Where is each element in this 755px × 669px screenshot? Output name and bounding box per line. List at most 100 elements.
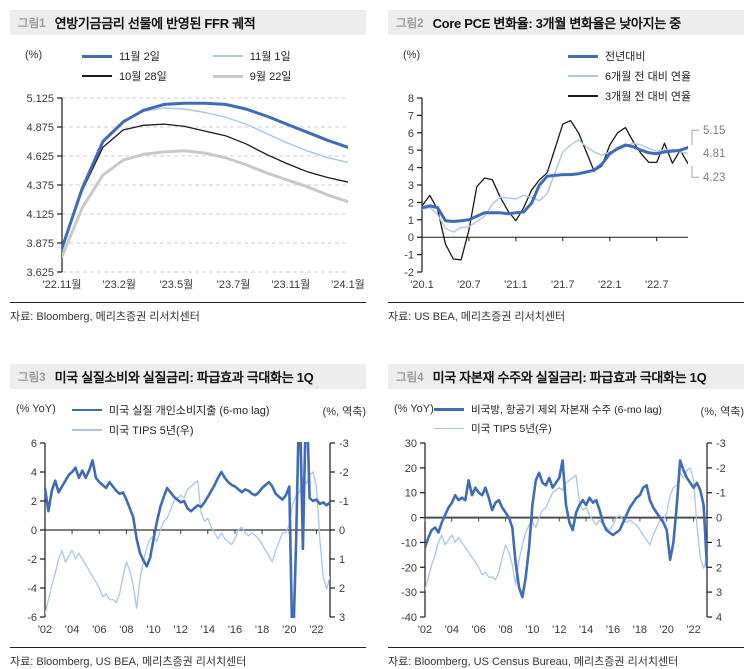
svg-text:'10: '10 xyxy=(525,624,539,636)
svg-text:6: 6 xyxy=(31,439,37,450)
legend-label: 9월 22일 xyxy=(249,71,292,83)
svg-text:4.875: 4.875 xyxy=(26,122,54,134)
svg-text:'10: '10 xyxy=(146,624,160,636)
source-note: 자료: Bloomberg, 메리츠증권 리서치센터 xyxy=(10,302,366,324)
legend-label: 미국 실질 개인소비지출 (6-mo lag) xyxy=(109,405,270,417)
svg-text:2: 2 xyxy=(408,197,414,209)
svg-text:20: 20 xyxy=(405,463,417,475)
svg-text:1: 1 xyxy=(339,554,345,566)
legend-label: 11월 1일 xyxy=(249,51,291,63)
svg-text:30: 30 xyxy=(405,439,417,450)
figure-2-title: Core PCE 변화율: 3개월 변화율은 낮아지는 중 xyxy=(432,16,682,31)
figure-1-legend-band: (%) 11월 2일 11월 1일 10월 28일 9월 22일 xyxy=(10,48,366,92)
line-swatch-oct28 xyxy=(82,75,112,77)
svg-text:'20: '20 xyxy=(660,624,674,636)
svg-text:'22.7: '22.7 xyxy=(645,279,669,291)
legend-label: 6개월 전 대비 연율 xyxy=(605,71,692,83)
figure-3-real-consumption: 그림3 미국 실질소비와 실질금리: 파급효과 극대화는 1Q (% YoY) … xyxy=(10,364,366,669)
figure-3-tag: 그림3 xyxy=(18,371,46,384)
svg-text:8: 8 xyxy=(408,93,414,105)
line-swatch-real-pce xyxy=(72,408,102,412)
svg-text:'23.2월: '23.2월 xyxy=(102,278,136,291)
svg-text:4.23: 4.23 xyxy=(703,172,725,184)
legend-item: 미국 실질 개인소비지출 (6-mo lag) xyxy=(72,402,270,418)
legend-label: 미국 TIPS 5년(우) xyxy=(471,423,552,435)
figure-2-legend-band: (%) 전년대비 6개월 전 대비 연율 3개월 전 대비 연율 xyxy=(388,48,744,103)
legend-item: 비국방, 항공기 제외 자본재 수주 (6-mo lag) xyxy=(434,402,662,417)
svg-text:'18: '18 xyxy=(255,624,269,636)
svg-text:'20: '20 xyxy=(282,624,296,636)
legend-label: 3개월 전 대비 연율 xyxy=(605,91,692,103)
svg-text:2: 2 xyxy=(339,583,345,595)
svg-text:4: 4 xyxy=(716,612,722,624)
svg-text:'04: '04 xyxy=(65,624,79,636)
svg-text:10: 10 xyxy=(405,488,417,500)
svg-text:-30: -30 xyxy=(401,587,417,599)
svg-text:'20.1: '20.1 xyxy=(410,279,434,291)
legend-label: 11월 2일 xyxy=(119,51,160,63)
figure-3-header: 그림3 미국 실질소비와 실질금리: 파급효과 극대화는 1Q xyxy=(10,364,366,389)
svg-text:4.625: 4.625 xyxy=(26,151,54,163)
svg-text:'14: '14 xyxy=(201,624,215,636)
svg-text:-1: -1 xyxy=(716,488,726,500)
svg-text:3: 3 xyxy=(408,180,414,192)
svg-text:'24.1월: '24.1월 xyxy=(331,278,365,291)
svg-text:5.15: 5.15 xyxy=(703,125,725,137)
legend-item: 3개월 전 대비 연율 xyxy=(568,88,691,104)
svg-text:3: 3 xyxy=(339,612,345,624)
svg-text:4.125: 4.125 xyxy=(26,209,54,221)
figure-1-header: 그림1 연방기금금리 선물에 반영된 FFR 궤적 xyxy=(10,10,366,35)
svg-text:-6: -6 xyxy=(27,612,37,624)
figure-3-right-axis-unit: (%, 역축) xyxy=(322,406,366,418)
svg-text:-2: -2 xyxy=(339,467,349,479)
svg-text:-1: -1 xyxy=(339,496,349,508)
figure-2-legend: 전년대비 6개월 전 대비 연율 3개월 전 대비 연율 xyxy=(568,48,691,104)
figure-2-left-axis-unit: (%) xyxy=(403,49,421,61)
svg-text:'23.7월: '23.7월 xyxy=(217,278,251,291)
svg-text:'06: '06 xyxy=(472,624,486,636)
line-swatch-tips xyxy=(72,429,102,431)
figure-3-legend-band: (% YoY) (%, 역축) 미국 실질 개인소비지출 (6-mo lag) … xyxy=(10,402,366,439)
svg-text:4.375: 4.375 xyxy=(26,180,54,192)
svg-text:0: 0 xyxy=(408,232,414,244)
svg-text:-10: -10 xyxy=(401,537,417,549)
svg-text:'16: '16 xyxy=(228,624,242,636)
svg-text:0: 0 xyxy=(411,513,417,525)
figure-1-legend: 11월 2일 11월 1일 10월 28일 9월 22일 xyxy=(82,48,291,84)
chart-canvas-ffr-futures: 5.125 4.875 4.625 4.375 4.125 3.875 3.625'22.1… xyxy=(10,92,366,296)
legend-item: 11월 1일 xyxy=(212,48,292,64)
figure-2-tag: 그림2 xyxy=(396,17,424,30)
figure-1-ffr-futures: 그림1 연방기금금리 선물에 반영된 FFR 궤적 (%) 11월 2일 11월… xyxy=(10,10,366,324)
svg-text:'12: '12 xyxy=(174,624,188,636)
svg-text:-20: -20 xyxy=(401,562,417,574)
figure-4-legend: 비국방, 항공기 제외 자본재 수주 (6-mo lag) 미국 TIPS 5년… xyxy=(434,402,662,436)
svg-text:0: 0 xyxy=(339,525,345,537)
svg-text:0: 0 xyxy=(31,525,37,537)
svg-text:'20.7: '20.7 xyxy=(457,279,481,291)
legend-item: 6개월 전 대비 연율 xyxy=(568,68,691,84)
source-note: 자료: US BEA, 메리츠증권 리서치센터 xyxy=(388,302,744,324)
figure-4-legend-band: (% YoY) (%, 역축) 비국방, 항공기 제외 자본재 수주 (6-mo… xyxy=(388,402,744,439)
line-swatch-capgoods xyxy=(434,408,464,411)
figure-3-title: 미국 실질소비와 실질금리: 파급효과 극대화는 1Q xyxy=(54,370,314,385)
line-swatch-6mo xyxy=(568,75,598,77)
line-swatch-nov2 xyxy=(82,54,112,58)
svg-text:1: 1 xyxy=(716,537,722,549)
figure-2-header: 그림2 Core PCE 변화율: 3개월 변화율은 낮아지는 중 xyxy=(388,10,744,35)
figure-4-tag: 그림4 xyxy=(396,371,424,384)
svg-text:-3: -3 xyxy=(339,439,349,450)
svg-text:'08: '08 xyxy=(119,624,133,636)
svg-text:2: 2 xyxy=(716,562,722,574)
svg-text:-2: -2 xyxy=(404,267,414,279)
svg-text:7: 7 xyxy=(408,110,414,122)
svg-text:5: 5 xyxy=(408,145,414,157)
legend-item: 11월 2일 xyxy=(82,48,167,64)
svg-text:-2: -2 xyxy=(716,463,726,475)
figure-1-left-axis-unit: (%) xyxy=(25,49,43,61)
figure-4-header: 그림4 미국 자본재 수주와 실질금리: 파급효과 극대화는 1Q xyxy=(388,364,744,389)
svg-text:2: 2 xyxy=(31,496,37,508)
svg-text:'08: '08 xyxy=(498,624,512,636)
figure-4-left-axis-unit: (% YoY) xyxy=(394,403,434,415)
svg-text:-1: -1 xyxy=(404,250,414,262)
